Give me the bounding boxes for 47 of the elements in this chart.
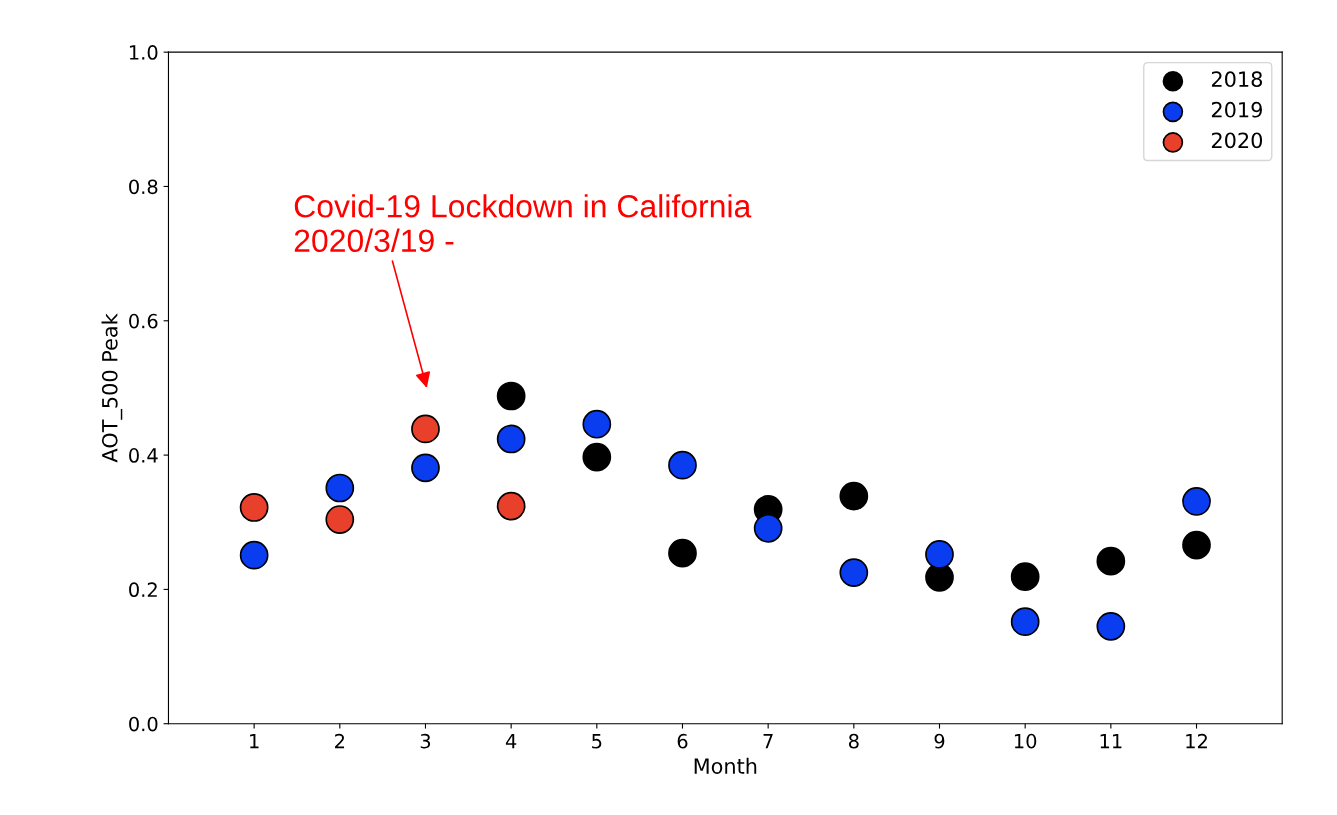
y-tick-label: 0.2 [129, 582, 157, 598]
x-tick-label: 8 [848, 733, 859, 749]
x-tick-label: 1 [250, 734, 259, 749]
point [582, 409, 612, 439]
legend-label: 2018 [1211, 71, 1263, 88]
point [325, 473, 355, 503]
x-tick-label: 4 [505, 734, 517, 749]
point [239, 540, 269, 570]
point [496, 381, 526, 411]
point [239, 493, 269, 522]
x-tick-label: 2 [335, 733, 345, 749]
x-tick-label: 11 [1100, 734, 1122, 749]
point [1096, 611, 1126, 641]
y-tick-label: 0.6 [129, 313, 158, 329]
x-tick-label: 10 [1014, 733, 1037, 749]
x-tick-label: 9 [934, 733, 945, 749]
point [1010, 562, 1040, 592]
point [496, 424, 526, 454]
x-tick-label: 3 [420, 733, 431, 749]
x-tick-label: 5 [592, 734, 602, 749]
point [925, 540, 954, 569]
point [753, 513, 783, 543]
point [496, 491, 526, 521]
point [1096, 546, 1126, 576]
point [839, 481, 869, 511]
point [668, 450, 697, 480]
point [839, 558, 869, 587]
y-tick-label: 0.8 [129, 179, 158, 195]
y-tick-label: 1.0 [129, 45, 158, 60]
x-axis-title: Month [694, 757, 757, 774]
point [582, 442, 612, 472]
legend-label: 2020 [1211, 132, 1263, 149]
point [411, 453, 440, 483]
point [668, 538, 697, 568]
point [1010, 607, 1040, 637]
point [325, 505, 355, 534]
y-tick-label: 0.0 [129, 716, 158, 732]
x-tick-label: 6 [677, 733, 688, 749]
point [411, 414, 440, 444]
point [1182, 487, 1211, 516]
x-tick-label: 12 [1186, 733, 1207, 749]
annotation: Covid-19 Lockdown in California 2020/3/19 - [294, 194, 752, 253]
point [1182, 530, 1211, 560]
x-tick-label: 7 [763, 734, 773, 749]
y-tick-label: 0.4 [129, 448, 158, 463]
y-axis-title: AOT_500 Peak [101, 313, 123, 463]
legend-label: 2019 [1211, 101, 1262, 118]
